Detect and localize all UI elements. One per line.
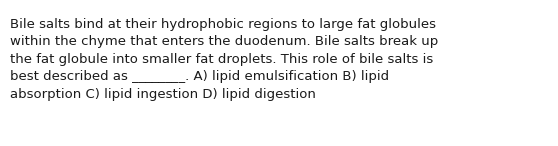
Text: Bile salts bind at their hydrophobic regions to large fat globules
within the ch: Bile salts bind at their hydrophobic reg… [10, 18, 438, 100]
